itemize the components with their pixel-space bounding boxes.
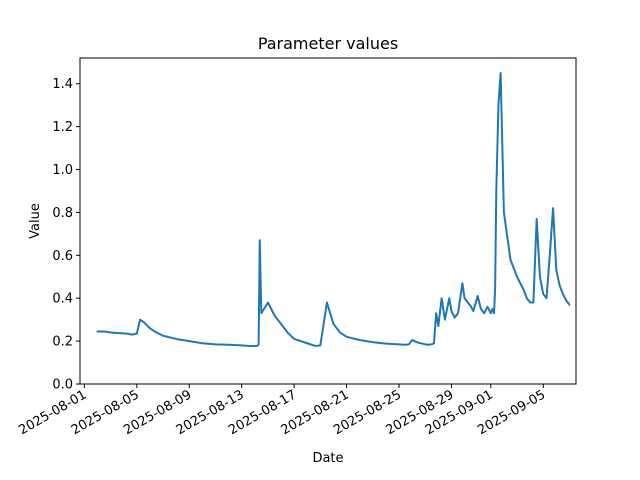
x-axis-label: Date bbox=[312, 451, 343, 466]
y-tick-label: 0.0 bbox=[52, 378, 73, 393]
series-line bbox=[96, 72, 571, 348]
y-tick-label: 1.0 bbox=[52, 163, 73, 178]
y-tick-label: 1.4 bbox=[52, 77, 73, 92]
y-tick-label: 0.8 bbox=[52, 206, 73, 221]
y-axis-label: Value bbox=[28, 203, 43, 239]
y-tick-label: 1.2 bbox=[52, 120, 73, 135]
y-tick-label: 0.6 bbox=[52, 249, 73, 264]
y-tick-label: 0.4 bbox=[52, 292, 73, 307]
y-tick-label: 0.2 bbox=[52, 335, 73, 350]
chart-title: Parameter values bbox=[258, 34, 398, 53]
plot-frame bbox=[79, 57, 577, 385]
